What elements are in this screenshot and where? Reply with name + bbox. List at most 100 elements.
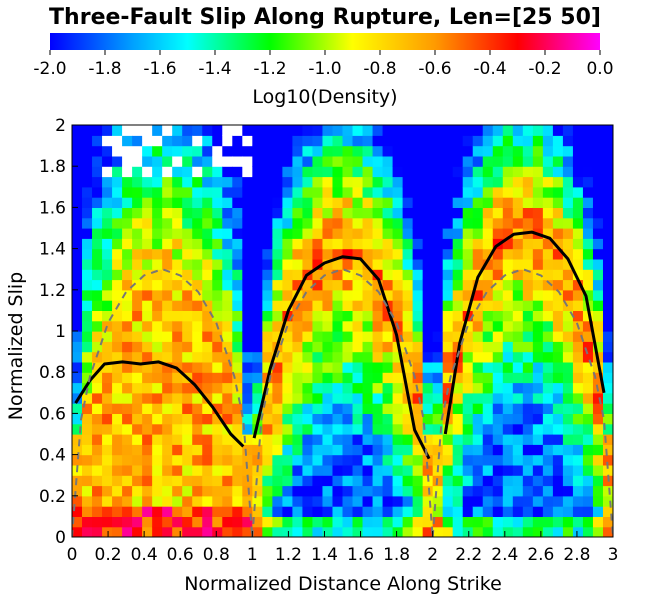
heatmap-cell [292, 372, 304, 384]
heatmap-cell [312, 310, 324, 322]
heatmap-cell [552, 454, 564, 466]
heatmap-cell [232, 351, 243, 363]
heatmap-cell [432, 197, 444, 208]
heatmap-cell [312, 526, 324, 537]
heatmap-cell [92, 331, 103, 342]
colorbar [50, 33, 600, 50]
heatmap-cell [342, 413, 354, 425]
heatmap-cell [432, 331, 444, 342]
heatmap-cell [182, 186, 193, 198]
heatmap-cell [542, 289, 554, 301]
heatmap-cell [212, 155, 223, 167]
heatmap-cell [82, 361, 93, 373]
heatmap-cell [332, 135, 344, 147]
heatmap-cell [112, 228, 123, 239]
heatmap-cell [442, 372, 454, 384]
heatmap-cell [482, 176, 494, 188]
heatmap-cell [582, 166, 594, 178]
heatmap-cell [282, 341, 294, 353]
heatmap-cell [112, 434, 123, 445]
heatmap-cell [162, 516, 173, 528]
heatmap-cell [582, 176, 594, 188]
heatmap-cell [532, 403, 544, 414]
heatmap-cell [242, 485, 253, 497]
heatmap-cell [112, 413, 123, 425]
heatmap-cell [282, 166, 294, 178]
heatmap-cell [132, 310, 143, 322]
heatmap-cell [492, 155, 504, 167]
heatmap-cell [552, 413, 564, 425]
heatmap-cell [182, 248, 193, 260]
heatmap-cell [122, 361, 133, 373]
heatmap-cell [392, 258, 404, 270]
heatmap-cell [142, 135, 153, 147]
heatmap-cell [172, 444, 183, 456]
heatmap-cell [432, 300, 444, 311]
heatmap-cell [442, 248, 454, 260]
x-axis-label: Normalized Distance Along Strike [184, 573, 502, 595]
heatmap-cell [72, 506, 83, 517]
heatmap-cell [532, 516, 544, 528]
heatmap-cell [402, 454, 414, 466]
heatmap-cell [342, 516, 354, 528]
heatmap-cell [82, 125, 93, 136]
heatmap-cell [462, 135, 474, 147]
heatmap-cell [152, 403, 163, 414]
heatmap-cell [522, 351, 534, 363]
heatmap-cell [482, 526, 494, 537]
heatmap-cell [382, 516, 394, 528]
heatmap-cell [332, 176, 344, 188]
colorbar-tick-label: -1.2 [253, 59, 286, 79]
heatmap-cell [542, 238, 554, 250]
heatmap-cell [422, 361, 434, 373]
heatmap-cell [262, 166, 273, 178]
heatmap-cell [342, 372, 354, 384]
heatmap-cell [342, 258, 354, 270]
heatmap-cell [92, 207, 103, 219]
heatmap-cell [512, 382, 524, 394]
heatmap-cell [502, 341, 514, 353]
heatmap-cell [132, 135, 143, 147]
heatmap-cell [302, 331, 314, 342]
heatmap-cell [482, 516, 494, 528]
heatmap-cell [432, 176, 444, 188]
heatmap-cell [522, 361, 534, 373]
heatmap-cell [272, 434, 283, 445]
heatmap-cell [242, 279, 253, 291]
heatmap-cell [222, 516, 233, 528]
heatmap-cell [112, 506, 123, 517]
heatmap-cell [222, 135, 233, 147]
heatmap-cell [242, 145, 253, 157]
heatmap-cell [282, 331, 294, 342]
heatmap-cell [382, 155, 394, 167]
heatmap-cell [222, 258, 233, 270]
heatmap-cell [352, 300, 364, 311]
colorbar-tick-label: -0.2 [528, 59, 561, 79]
heatmap-cell [432, 403, 444, 414]
heatmap-cell [382, 454, 394, 466]
heatmap-cell [262, 506, 273, 517]
heatmap-cell [452, 125, 464, 136]
heatmap-cell [182, 155, 193, 167]
heatmap-cell [122, 269, 133, 281]
heatmap-cell [322, 475, 334, 487]
heatmap-cell [542, 485, 554, 497]
heatmap-cell [502, 135, 514, 147]
heatmap-cell [422, 413, 434, 425]
heatmap-cell [542, 464, 554, 476]
heatmap-cell [202, 372, 213, 384]
heatmap-cell [242, 403, 253, 414]
heatmap-cell [212, 423, 223, 435]
heatmap-cell [572, 475, 584, 487]
x-axis-ticks: 0 0.2 0.4 0.6 0.8 1 1.2 1.4 1.6 1.8 2 2.2 2.4 2.6 2.8 3 [67, 531, 618, 565]
heatmap-cell [552, 341, 564, 353]
heatmap-cell [592, 207, 604, 219]
heatmap-cell [132, 279, 143, 291]
heatmap-cell [202, 341, 213, 353]
heatmap-cell [392, 238, 404, 250]
heatmap-cell [462, 464, 474, 476]
heatmap-cell [162, 361, 173, 373]
heatmap-cell [572, 403, 584, 414]
heatmap-cell [92, 228, 103, 239]
heatmap-cell [282, 361, 294, 373]
